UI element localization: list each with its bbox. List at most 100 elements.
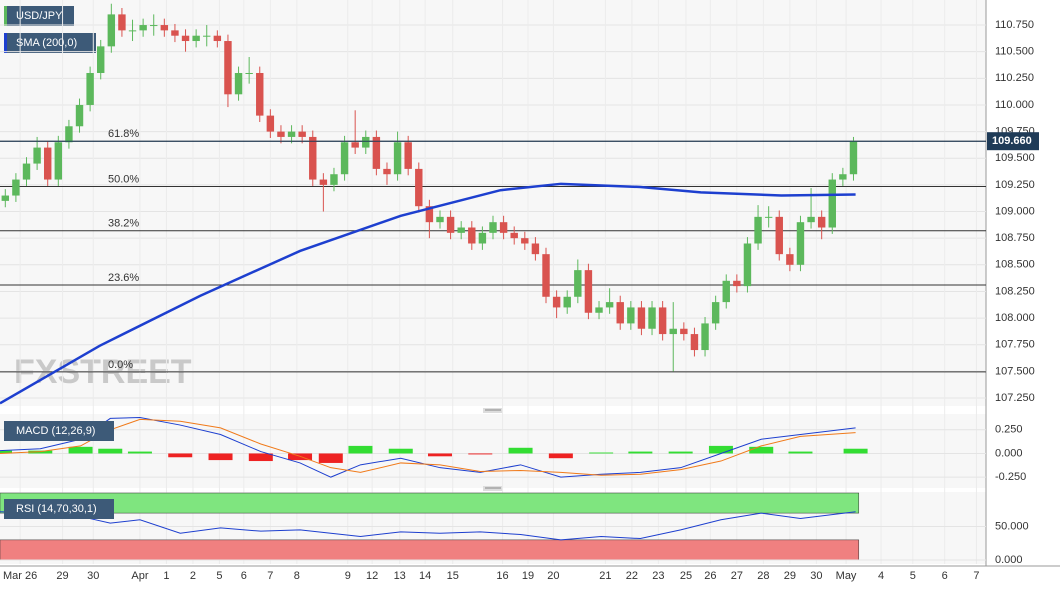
- y-tick-label: 108.250: [995, 285, 1035, 297]
- candle-body: [711, 302, 720, 324]
- y-tick-label: 0.000: [995, 447, 1023, 459]
- candle-body: [436, 216, 444, 223]
- legend-box[interactable]: [4, 421, 114, 441]
- candle-body: [637, 307, 646, 329]
- x-tick-label: 14: [419, 570, 431, 582]
- macd-panel: [0, 414, 986, 488]
- y-tick-label: 0.000: [995, 554, 1023, 566]
- candle-body: [287, 131, 296, 137]
- y-tick-label: 107.500: [995, 365, 1035, 377]
- macd-histogram-bar: [318, 453, 343, 463]
- x-tick-label: 5: [216, 570, 222, 582]
- candle-body: [510, 232, 518, 239]
- candle-body: [171, 30, 179, 36]
- y-tick-label: 110.750: [995, 19, 1034, 31]
- x-tick-label: 6: [942, 570, 948, 582]
- candle-body: [12, 179, 20, 196]
- x-tick-label: 1: [163, 570, 169, 582]
- candle-body: [521, 238, 529, 244]
- x-tick-label: Mar 26: [3, 570, 37, 582]
- candle-body: [256, 72, 264, 116]
- legend-box[interactable]: [4, 6, 74, 26]
- candle-body: [65, 126, 73, 143]
- candle-body: [542, 254, 550, 297]
- candle-body: [22, 163, 31, 180]
- macd-histogram-bar: [628, 451, 653, 454]
- x-tick-label: 21: [599, 570, 611, 582]
- legend-label[interactable]: MACD (12,26,9): [16, 425, 95, 437]
- fib-label: 61.8%: [108, 128, 139, 140]
- x-tick-label: 7: [973, 570, 979, 582]
- candle-body: [404, 142, 412, 169]
- candle-body: [415, 168, 423, 207]
- candle-body: [383, 168, 391, 175]
- candle-body: [722, 280, 730, 303]
- candle-body: [393, 142, 402, 175]
- y-tick-label: 109.000: [995, 205, 1035, 217]
- y-tick-label: 50.000: [995, 520, 1029, 532]
- legend-label[interactable]: USD/JPY: [16, 10, 63, 22]
- macd-histogram-bar: [0, 450, 12, 454]
- candle-body: [499, 222, 508, 233]
- candle-body: [234, 72, 243, 95]
- x-tick-label: May: [836, 570, 857, 582]
- macd-histogram-bar: [788, 451, 813, 454]
- macd-histogram-bar: [589, 452, 614, 454]
- candle-body: [298, 131, 306, 137]
- candle-body: [828, 179, 836, 228]
- macd-histogram-bar: [248, 453, 273, 462]
- candle-body: [75, 104, 84, 127]
- legend-label[interactable]: RSI (14,70,30,1): [16, 503, 97, 515]
- macd-histogram-bar: [348, 445, 373, 454]
- x-tick-label: 5: [910, 570, 916, 582]
- candle-body: [97, 46, 105, 73]
- candle-body: [192, 35, 200, 42]
- legend-box[interactable]: [4, 33, 96, 53]
- macd-histogram-bar: [708, 445, 733, 454]
- macd-histogram-bar: [548, 453, 573, 459]
- macd-histogram-bar: [127, 451, 152, 454]
- candle-body: [160, 25, 169, 31]
- candle-body: [478, 232, 487, 244]
- legend-label[interactable]: SMA (200,0): [16, 37, 77, 49]
- candle-body: [118, 14, 126, 31]
- candle-body: [1, 195, 10, 201]
- x-tick-label: 30: [87, 570, 99, 582]
- candle-body: [733, 280, 741, 287]
- legend-swatch: [4, 6, 7, 26]
- y-tick-label: 108.000: [995, 312, 1035, 324]
- macd-histogram-bar: [98, 448, 123, 454]
- x-tick-label: 12: [366, 570, 378, 582]
- x-tick-label: 4: [878, 570, 884, 582]
- last-price-label: 109.660: [992, 135, 1032, 147]
- candle-body: [701, 323, 709, 351]
- candle-body: [266, 115, 275, 132]
- signal-line: [0, 418, 856, 476]
- candle-body: [107, 14, 116, 47]
- macd-histogram-bar: [508, 447, 533, 454]
- macd-histogram-bar: [843, 448, 868, 454]
- x-tick-label: 9: [345, 570, 351, 582]
- candle-body: [648, 307, 656, 329]
- y-tick-label: 0.250: [995, 424, 1023, 436]
- candle-body: [658, 307, 667, 335]
- x-tick-label: 23: [652, 570, 664, 582]
- candle-body: [754, 216, 762, 244]
- candle-body: [595, 307, 603, 313]
- candle-body: [669, 328, 677, 335]
- y-tick-label: 107.750: [995, 339, 1035, 351]
- panel-grip[interactable]: [483, 486, 503, 491]
- x-tick-label: 29: [784, 570, 796, 582]
- main-panel: [0, 0, 986, 406]
- rsi-line: [0, 511, 856, 541]
- candle-body: [181, 35, 190, 42]
- candle-body: [849, 141, 858, 175]
- last-price-box: [987, 132, 1039, 151]
- candle-body: [563, 296, 571, 308]
- macd-histogram-bar: [68, 446, 93, 454]
- legend-box[interactable]: [4, 499, 114, 519]
- panel-grip[interactable]: [483, 408, 503, 413]
- macd-histogram-bar: [388, 448, 413, 454]
- candle-body: [817, 216, 826, 228]
